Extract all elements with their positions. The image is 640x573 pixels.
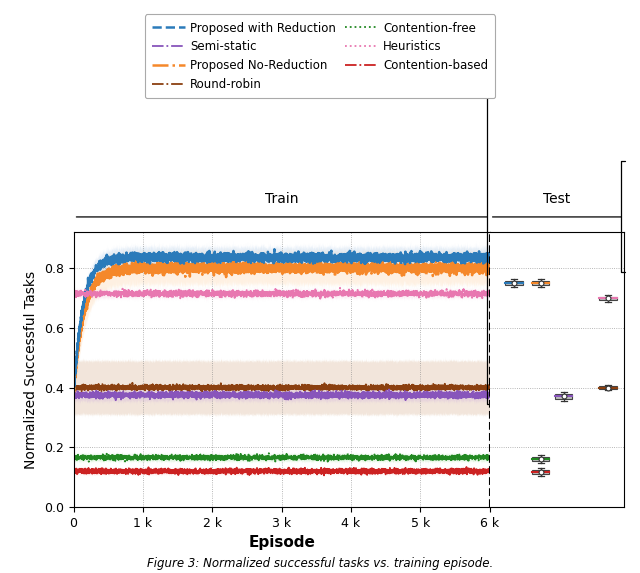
X-axis label: Episode: Episode bbox=[248, 535, 315, 551]
Y-axis label: Normalized Successful Tasks: Normalized Successful Tasks bbox=[24, 270, 38, 469]
Text: Test: Test bbox=[543, 192, 570, 206]
Bar bbox=[599, 297, 616, 300]
Bar bbox=[505, 281, 523, 285]
Bar bbox=[555, 394, 572, 399]
Bar bbox=[532, 457, 550, 461]
Text: Figure 3: Normalized successful tasks vs. training episode.: Figure 3: Normalized successful tasks vs… bbox=[147, 557, 493, 570]
Bar bbox=[532, 281, 550, 285]
Legend: Proposed with Reduction, Semi-static, Proposed No-Reduction, Round-robin, Conten: Proposed with Reduction, Semi-static, Pr… bbox=[145, 14, 495, 99]
Text: Train: Train bbox=[265, 192, 298, 206]
Bar bbox=[532, 470, 550, 474]
Bar bbox=[599, 386, 616, 388]
